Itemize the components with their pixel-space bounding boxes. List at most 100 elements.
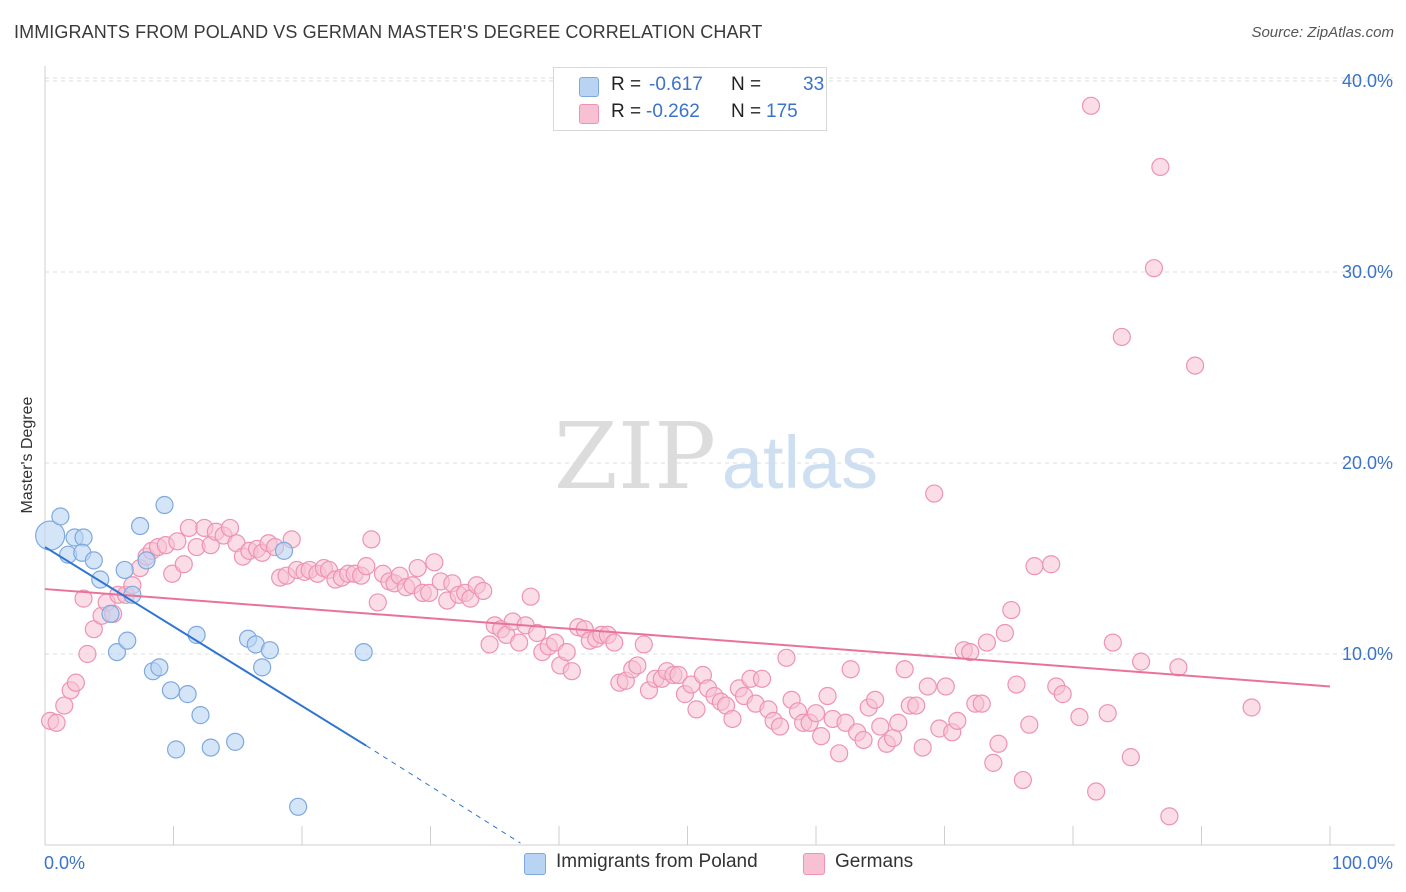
y-tick-label: 10.0% [1342, 644, 1393, 664]
poland-point [354, 642, 373, 662]
legend-n-value: 33 [803, 74, 825, 95]
germans-point [368, 593, 387, 612]
germans-point [1121, 748, 1140, 767]
germans-point [1042, 555, 1061, 574]
poland-point [155, 495, 174, 515]
poland-point [150, 658, 169, 677]
germans-point [752, 669, 772, 688]
poland-point [130, 516, 150, 536]
germans-point [854, 730, 873, 750]
germans-point [168, 532, 187, 551]
stats-legend: R = -0.617 N = 33 R = -0.262 N = 175 [553, 67, 827, 131]
trend-lines [44, 546, 1331, 844]
germans-point [1070, 707, 1089, 727]
germans-point [770, 717, 790, 736]
x-tick-label: 0.0% [44, 853, 85, 873]
germans-point [1087, 782, 1106, 801]
germans-point [913, 738, 932, 757]
germans-point [687, 700, 706, 719]
y-tick-label: 40.0% [1342, 71, 1393, 91]
germans-point [883, 728, 903, 748]
y-tick-label: 30.0% [1342, 262, 1393, 282]
germans-point [179, 518, 199, 538]
germans-point [1144, 259, 1164, 278]
germans-point [74, 589, 93, 608]
germans-point [634, 635, 653, 654]
germans-point [425, 553, 444, 572]
germans-point [605, 633, 624, 652]
watermark-zip: ZIP [554, 403, 716, 510]
germans-point [889, 713, 908, 732]
germans-point [777, 648, 796, 667]
x-tick-label: 100.0% [1332, 853, 1393, 873]
poland-point [178, 685, 197, 704]
poland-point [191, 706, 210, 725]
legend-swatch-poland [579, 77, 599, 97]
poland-point [101, 604, 120, 623]
legend-row-poland: R = -0.617 N = 33 [554, 74, 826, 100]
legend-r-label: R = [611, 74, 642, 95]
poland-point [161, 681, 181, 700]
germans-point [510, 633, 529, 652]
germans-point [1007, 675, 1026, 694]
legend-r-label: R = [611, 101, 642, 122]
y-axis-label: Master's Degree [19, 396, 36, 514]
germans-point [925, 484, 944, 503]
bottom-swatch-germans [803, 853, 825, 875]
germans-point [480, 635, 499, 654]
bottom-legend-germans-label: Germans [835, 851, 914, 872]
legend-n-value: 175 [766, 101, 798, 122]
source-label: Source: ZipAtlas.com [1251, 24, 1394, 41]
germans-point [812, 727, 831, 746]
poland-point [115, 560, 134, 580]
poland-trend-extension [365, 745, 521, 844]
germans-point [989, 734, 1008, 753]
germans-point [871, 717, 890, 736]
poland-point [226, 732, 245, 751]
germans-point [408, 558, 427, 578]
germans-point [220, 518, 240, 538]
germans-point [1025, 557, 1044, 576]
germans-point [895, 660, 914, 679]
germans-point [1112, 327, 1131, 347]
germans-point [723, 709, 742, 729]
germans-point [995, 623, 1014, 643]
bottom-swatch-poland [524, 853, 546, 875]
germans-point [1185, 356, 1205, 375]
watermark-atlas: atlas [722, 421, 878, 504]
germans-point [669, 665, 688, 685]
germans-point [362, 530, 381, 549]
legend-r-value: -0.617 [649, 74, 703, 95]
poland-point [74, 528, 93, 547]
legend-n-label: N = [731, 74, 762, 95]
germans-point [1103, 633, 1122, 652]
germans-point [961, 642, 980, 662]
germans-point [936, 677, 955, 696]
poland-point [201, 738, 220, 757]
tick-labels: 10.0% 20.0% 30.0% 40.0% 0.0% 100.0% [44, 71, 1393, 873]
germans-point [841, 660, 860, 679]
y-tick-label: 20.0% [1342, 453, 1393, 473]
germans-point [628, 656, 647, 675]
germans-point [918, 677, 937, 696]
germans-point [907, 696, 926, 715]
germans-point [66, 673, 85, 692]
germans-point [830, 744, 849, 763]
germans-point [948, 711, 967, 730]
germans-point [1160, 807, 1179, 826]
poland-point [84, 551, 103, 570]
poland-point [289, 797, 308, 816]
poland-point [166, 740, 186, 759]
legend-r-value: -0.262 [646, 101, 700, 122]
chart-title: IMMIGRANTS FROM POLAND VS GERMAN MASTER'… [14, 22, 763, 42]
poland-point [137, 551, 156, 570]
germans-point [78, 644, 97, 664]
legend-n-label: N = [731, 101, 762, 122]
poland-point [51, 507, 70, 526]
poland-point [260, 641, 279, 660]
germans-point [1169, 658, 1188, 677]
germans-point [1013, 770, 1032, 790]
bottom-legend-poland-label: Immigrants from Poland [556, 851, 758, 872]
germans-point [1002, 600, 1021, 620]
